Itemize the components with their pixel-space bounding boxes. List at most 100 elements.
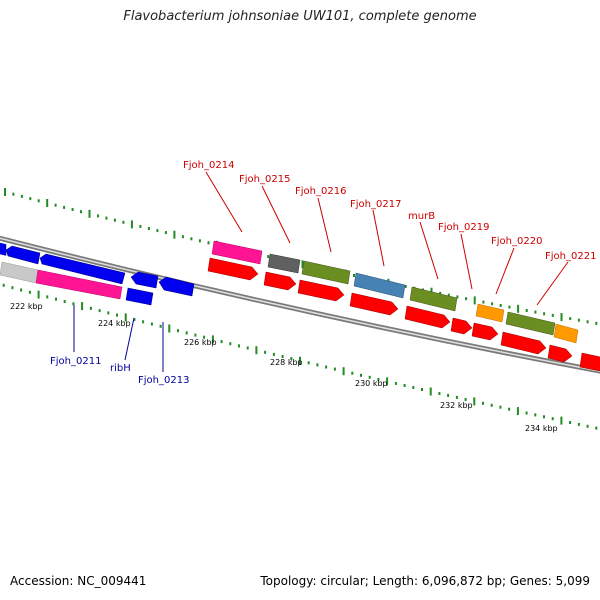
gene-label[interactable]: Fjoh_0213 [138,375,189,386]
minor-tick [89,306,92,310]
minor-tick [577,422,580,426]
minor-tick [198,239,201,243]
gene-labels-top: Fjoh_0214 Fjoh_0215 Fjoh_0216 Fjoh_0217 … [183,160,596,262]
minor-tick [72,302,75,306]
minor-tick [490,403,493,407]
minor-tick [316,363,319,367]
label-leaders-top [205,171,569,306]
minor-tick [534,413,537,417]
gene-features [0,240,600,372]
minor-tick [46,295,49,299]
minor-tick [147,227,150,230]
minor-tick [421,388,423,391]
scale-label: 224 kbp [98,319,131,328]
minor-tick [307,361,310,365]
major-tick [516,407,519,416]
gene-arrow [404,305,451,329]
minor-tick [525,309,528,312]
gene-arrow [130,271,159,289]
scale-label: 230 kbp [355,379,388,388]
minor-tick [482,401,484,405]
minor-tick [264,350,267,354]
minor-tick [543,312,546,316]
scale-label: 226 kbp [184,338,217,347]
minor-tick [185,331,188,335]
gene-arrow [450,317,473,335]
gene-box [267,253,301,274]
minor-tick [534,310,537,314]
inner-tick-track [2,283,598,430]
gene-label[interactable]: Fjoh_0217 [350,199,401,210]
minor-tick [465,297,468,301]
minor-tick [177,329,179,333]
minor-tick [447,293,450,297]
gene-label[interactable]: Fjoh_0211 [50,356,101,367]
gene-box [475,303,505,323]
gene-label[interactable]: murB [408,211,435,222]
label-leaders-bottom [73,305,164,372]
minor-tick [20,288,23,292]
minor-tick [20,194,23,198]
major-tick [429,387,432,396]
gene-label[interactable]: ribH [110,363,131,374]
gene-arrow [158,276,195,297]
minor-tick [272,352,275,356]
minor-tick [55,297,57,301]
gene-arrow [0,241,7,256]
gene-box [211,240,263,265]
gene-arrow [297,279,345,302]
major-tick [299,356,301,365]
gene-arrow [35,269,123,300]
gene-label[interactable]: Fjoh_0219 [438,222,489,233]
minor-tick [133,318,136,322]
minor-tick [351,371,354,375]
gene-label[interactable]: Fjoh_0216 [295,186,346,197]
minor-tick [586,320,589,324]
minor-tick [412,386,415,389]
minor-tick [499,304,502,307]
minor-tick [190,237,193,241]
scale-label: 234 kbp [525,424,558,433]
minor-tick [377,377,380,381]
minor-tick [404,284,407,288]
major-tick [4,188,6,196]
accession-text: Accession: NC_009441 [10,574,147,588]
major-tick [473,397,476,406]
minor-tick [156,229,159,233]
minor-tick [229,342,232,346]
minor-tick [194,333,197,337]
gene-labels-bottom: Fjoh_0211 ribH Fjoh_0213 [50,356,189,386]
gene-label[interactable]: Fjoh_0221 [545,251,596,262]
gene-box [553,323,579,344]
minor-tick [447,393,450,397]
major-tick [124,313,127,322]
minor-tick [569,317,572,321]
major-tick [81,302,84,311]
minor-tick [29,197,32,201]
major-tick [168,324,171,333]
major-tick [211,335,214,344]
gene-box [409,286,458,312]
major-tick [560,416,563,425]
scale-label: 228 kbp [270,358,303,367]
gene-label[interactable]: Fjoh_0215 [239,174,290,185]
minor-tick [353,274,355,277]
minor-tick [456,295,459,299]
minor-tick [107,311,110,315]
minor-tick [360,373,362,377]
minor-tick [54,203,57,207]
minor-tick [246,346,249,350]
minor-tick [28,290,31,294]
scale-label: 232 kbp [440,401,473,410]
minor-tick [482,300,485,304]
minor-tick [525,411,528,415]
minor-tick [491,302,494,306]
gene-arrow [349,292,399,316]
gene-label[interactable]: Fjoh_0214 [183,160,234,171]
major-tick [46,199,49,207]
minor-tick [394,381,397,385]
gene-label[interactable]: Fjoh_0220 [491,236,542,247]
minor-tick [551,417,554,421]
minor-tick [150,322,153,326]
